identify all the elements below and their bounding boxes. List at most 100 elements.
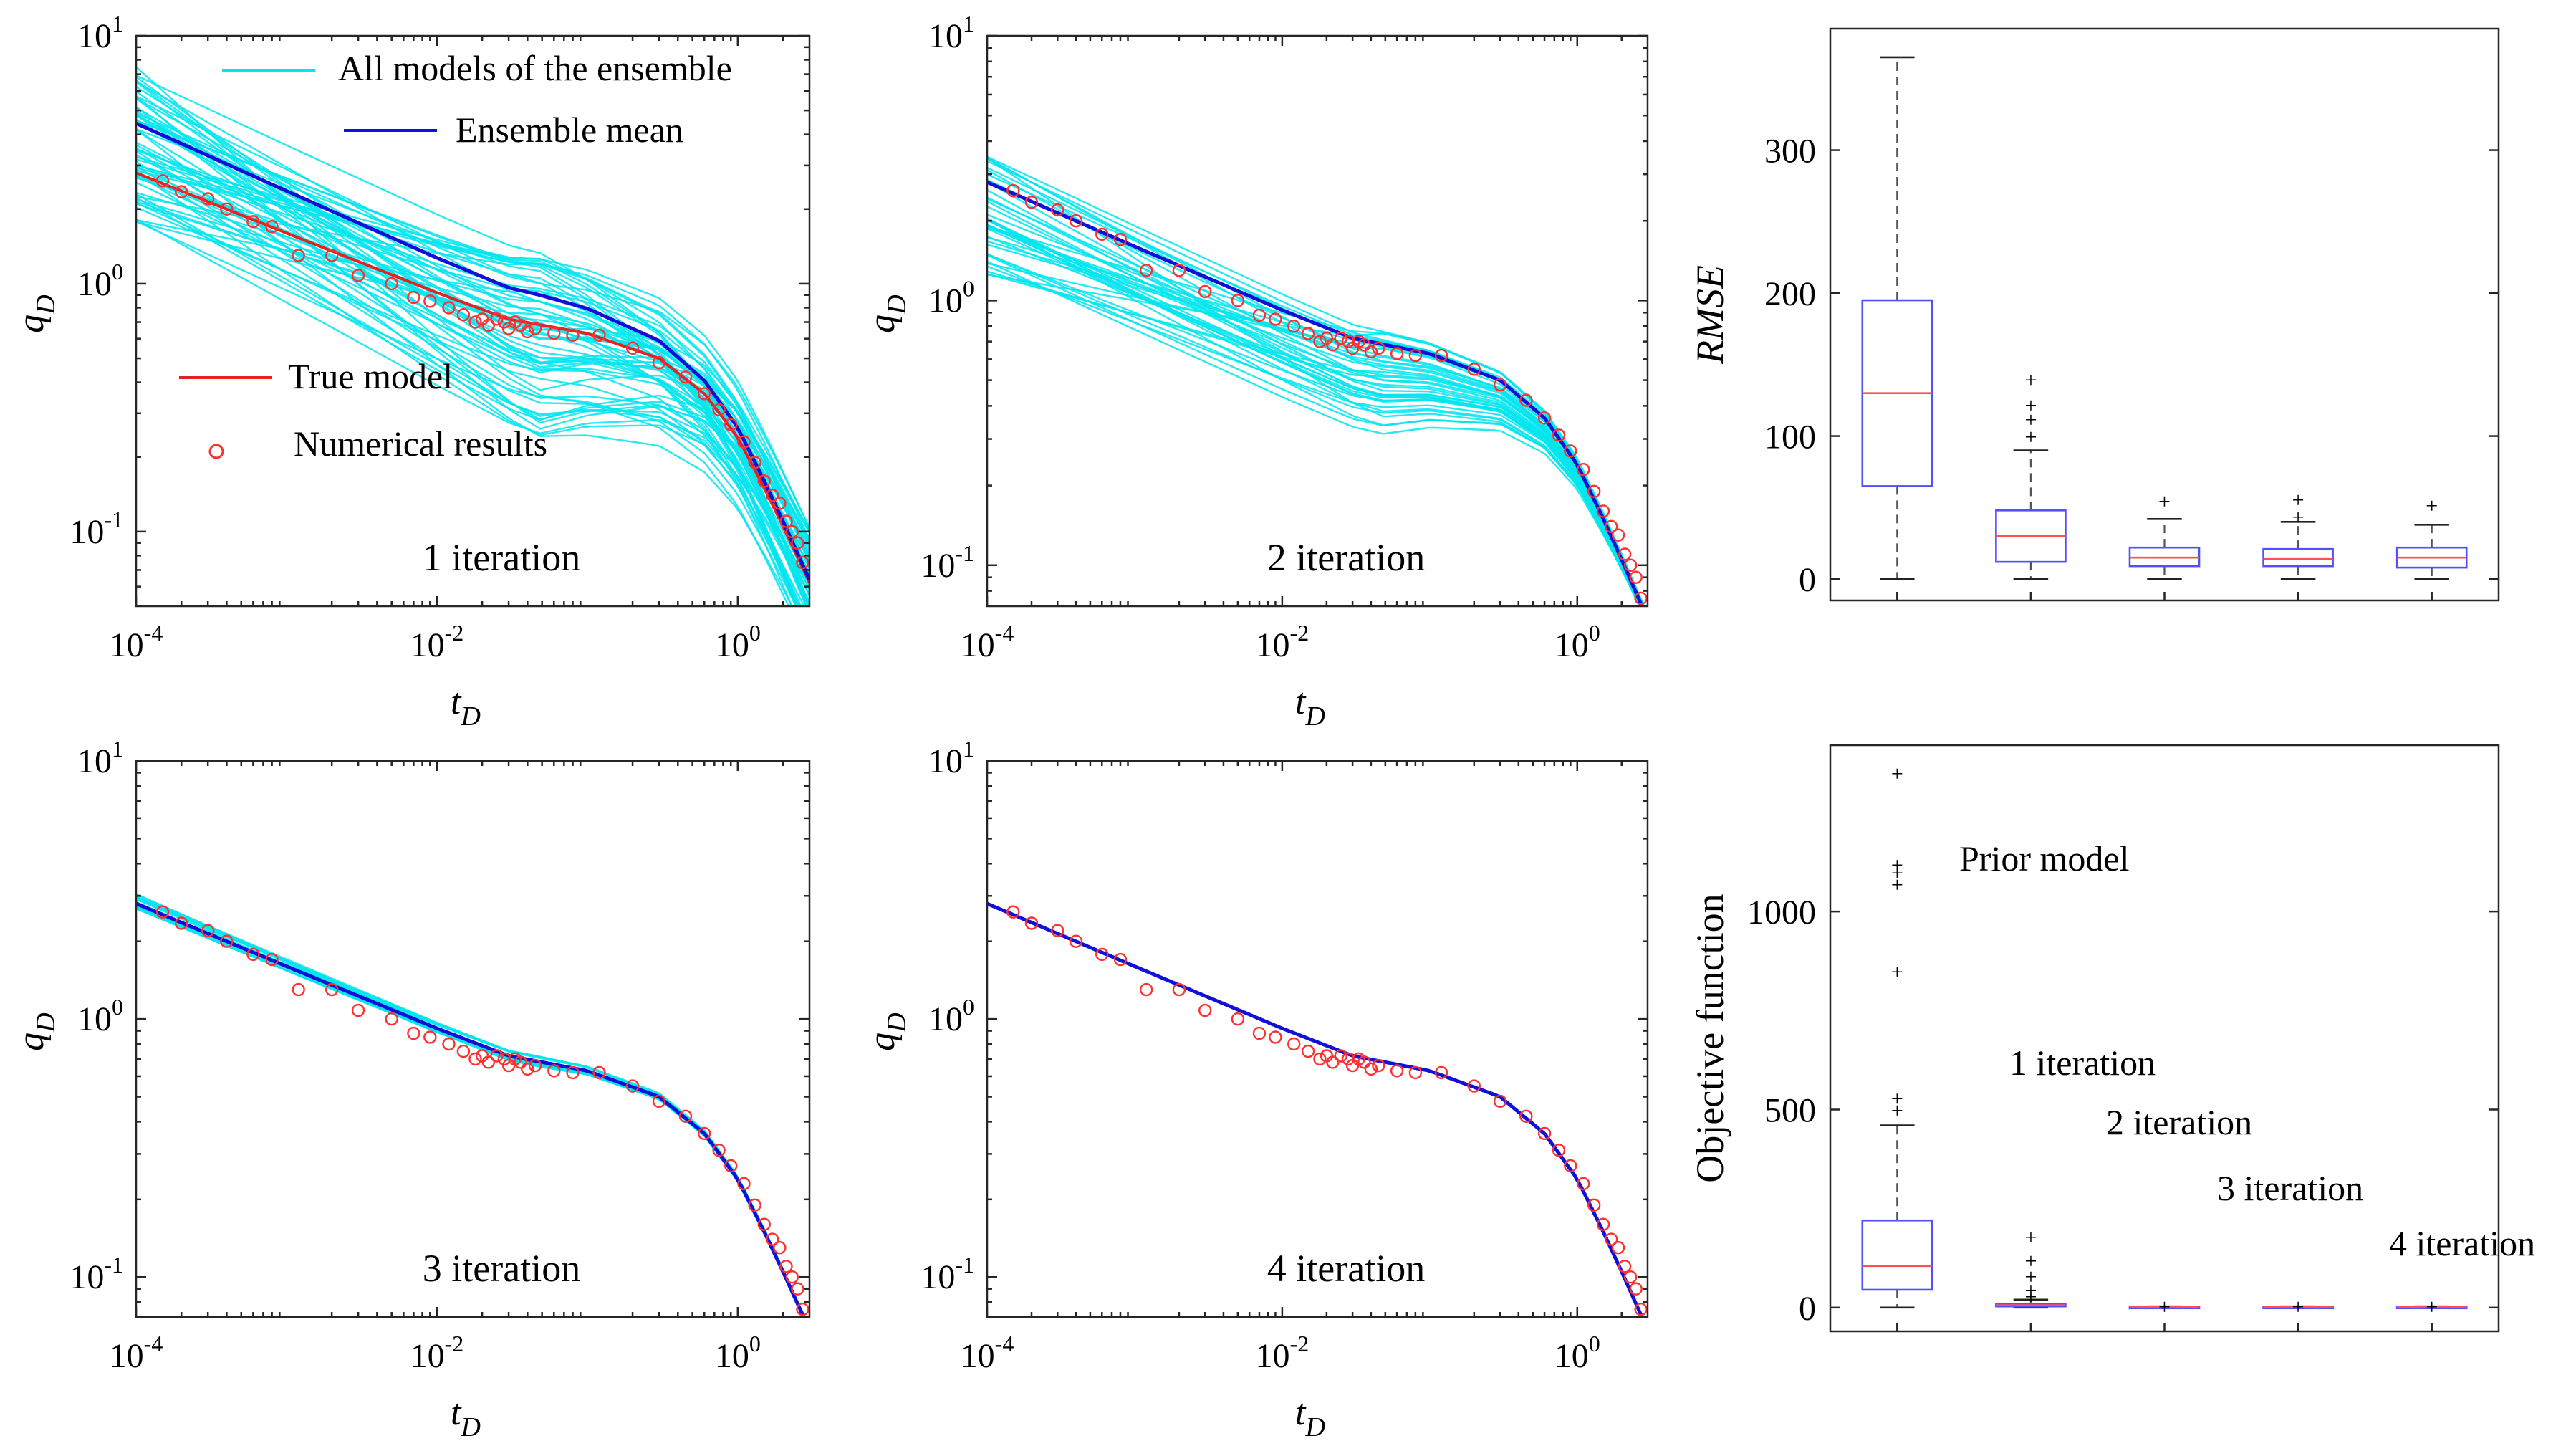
outlier-marker: + (2426, 1296, 2438, 1319)
ensemble-model-line (136, 144, 809, 606)
ensemble-model-line (136, 193, 809, 603)
numerical-result-point (1493, 378, 1507, 392)
x-tick-label: 10-2 (1256, 620, 1309, 664)
numerical-result-point (456, 1044, 471, 1058)
numerical-result-point (481, 1055, 495, 1069)
plot-area (136, 893, 809, 1317)
numerical-result-point (1604, 519, 1618, 533)
outlier-marker: + (1891, 762, 1903, 786)
numerical-result-point (625, 341, 640, 355)
y-tick-label: 101 (77, 736, 123, 780)
numerical-result-point (456, 308, 471, 322)
numerical-result-point (1434, 348, 1448, 363)
numerical-result-point (1357, 338, 1371, 352)
numerical-result-point (265, 952, 279, 967)
ensemble-model-line (136, 220, 797, 606)
numerical-result-point (1095, 227, 1109, 241)
numerical-result-point (1577, 463, 1590, 477)
numerical-result-point (724, 1159, 738, 1173)
box-plot-item: + (2395, 1296, 2468, 1319)
numerical-result-point (1231, 1012, 1245, 1026)
ensemble-model-line (987, 265, 1643, 606)
numerical-result-point (385, 277, 398, 291)
numerical-result-point (1313, 1052, 1327, 1066)
ensemble-model-line (987, 219, 1644, 606)
numerical-result-point (1634, 1302, 1648, 1316)
numerical-result-point (1587, 1198, 1601, 1212)
numerical-result-point (174, 185, 188, 198)
numerical-result-point (1618, 1260, 1632, 1273)
numerical-result-point (1364, 1062, 1378, 1076)
numerical-result-point (1372, 1058, 1385, 1073)
numerical-result-point (1006, 905, 1020, 919)
numerical-result-point (1139, 264, 1153, 277)
x-tick-label: 10-4 (110, 1331, 163, 1375)
numerical-result-point (265, 220, 279, 234)
y-tick-label: 10-1 (69, 1252, 123, 1296)
numerical-result-point (765, 1232, 779, 1246)
numerical-result-point (1408, 1065, 1423, 1080)
box-annotation: 2 iteration (2106, 1102, 2252, 1142)
y-tick-label: 10-1 (69, 507, 123, 551)
y-tick-label: 0 (1799, 561, 1816, 599)
y-axis-label: RMSE (1688, 265, 1731, 365)
x-tick-label: 10-2 (410, 620, 464, 664)
x-tick-label: 10-4 (961, 620, 1014, 664)
numerical-result-point (1051, 924, 1064, 938)
numerical-result-point (1326, 1055, 1340, 1069)
y-axis-label: qD (11, 1012, 61, 1050)
box-annotation: 1 iteration (2009, 1043, 2156, 1083)
numerical-result-point (698, 1126, 711, 1141)
x-tick-label: 100 (715, 620, 761, 664)
numerical-result-point (246, 215, 260, 229)
numerical-result-point (1493, 1094, 1507, 1108)
outlier-marker: + (2158, 489, 2171, 513)
box-plot-item: + (2395, 494, 2468, 580)
ensemble-model-line (987, 198, 1643, 606)
numerical-result-point (796, 555, 809, 570)
numerical-result-point (528, 322, 542, 335)
numerical-result-point (785, 525, 799, 539)
y-axis-label: qD (11, 294, 61, 332)
outlier-marker: + (2024, 1265, 2037, 1289)
numerical-result-point (1069, 214, 1083, 228)
outlier-marker: + (2292, 505, 2305, 529)
outlier-marker: + (1891, 1087, 1903, 1111)
numerical-result-point (1629, 570, 1643, 584)
numerical-result-point (521, 1062, 534, 1076)
y-tick-label: 300 (1764, 133, 1816, 171)
numerical-result-point (423, 1030, 437, 1044)
numerical-result-point (1634, 591, 1648, 605)
numerical-result-point (737, 435, 751, 449)
iteration-annotation: 4 iteration (1267, 1247, 1425, 1290)
numerical-result-point (220, 934, 234, 948)
numerical-result-point (1252, 308, 1267, 322)
numerical-result-point (1408, 348, 1423, 363)
numerical-result-point (528, 1058, 542, 1073)
numerical-result-point (1231, 294, 1245, 307)
outlier-marker: + (1891, 960, 1903, 984)
numerical-result-point (1269, 1030, 1282, 1044)
numerical-result-point (678, 370, 693, 384)
ensemble-model-line (136, 181, 809, 545)
numerical-result-point (490, 1049, 504, 1063)
numerical-result-point (201, 192, 215, 206)
box-plot-item: + (2262, 1296, 2334, 1319)
ensemble-model-line (136, 97, 790, 606)
outlier-marker: + (2158, 1296, 2171, 1319)
box-annotation: 4 iteration (2389, 1223, 2535, 1263)
numerical-result-point (1390, 347, 1404, 360)
y-tick-label: 100 (928, 275, 974, 320)
ensemble-model-line (987, 224, 1645, 606)
numerical-result-point (1113, 952, 1128, 967)
outlier-marker: + (1891, 861, 1903, 885)
numerical-result-point (1604, 1232, 1618, 1246)
numerical-result-point (678, 1109, 693, 1124)
numerical-result-point (1564, 1159, 1577, 1173)
y-tick-label: 500 (1764, 1091, 1816, 1129)
numerical-result-point (1519, 1109, 1533, 1124)
numerical-result-point (351, 1003, 365, 1017)
numerical-result-point (592, 1065, 606, 1080)
